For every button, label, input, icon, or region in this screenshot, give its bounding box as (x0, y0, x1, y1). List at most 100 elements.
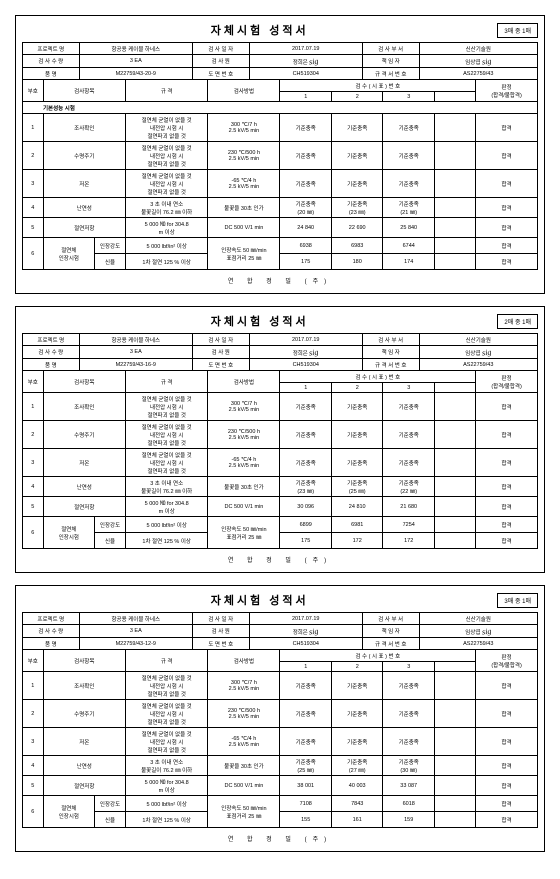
row-no: 3 (23, 449, 44, 477)
label: 검 사 원 (192, 625, 249, 638)
value: 항공용 케이블 하네스 (79, 43, 192, 55)
row-no: 3 (23, 728, 44, 756)
row-spec: 절연체 균열이 없을 것내전압 시험 시절연파괴 없을 것 (125, 170, 207, 198)
label: 규 격 서 번 호 (362, 359, 419, 371)
cell: 기준충족(21 ㎜) (383, 198, 435, 218)
cell (434, 218, 475, 238)
row-no: 3 (23, 170, 44, 198)
signature-icon: sig (309, 56, 319, 66)
row-method: 인장속도 50 ㎜/min표점거리 25 ㎜ (208, 517, 280, 549)
row-sub: 신율 (95, 812, 126, 828)
row-item: 수명주기 (43, 142, 125, 170)
cell: 기준충족 (280, 393, 332, 421)
label: 검 사 수 량 (23, 625, 80, 638)
signature-icon: sig (309, 347, 319, 357)
cell: 기준충족 (331, 728, 383, 756)
cell: 기준충족 (383, 728, 435, 756)
col-result: 검 수 ( 시 표 ) 번 호 (280, 650, 476, 662)
row-item: 조사확인 (43, 393, 125, 421)
row-item: 수명주기 (43, 421, 125, 449)
label: 도 면 번 호 (192, 638, 249, 650)
cell: 기준충족 (383, 449, 435, 477)
row-spec: 3 초 이내 연소불꽃길이 76.2 ㎜ 이하 (125, 477, 207, 497)
cell: 기준충족(25 ㎜) (331, 477, 383, 497)
col-1: 1 (280, 662, 332, 672)
value: M22759/43-20-9 (79, 68, 192, 80)
row-no: 5 (23, 776, 44, 796)
cell (434, 728, 475, 756)
row-method: 230 ℃/500 h2.5 kV/5 min (208, 142, 280, 170)
row-method: 불꽃을 30초 인가 (208, 756, 280, 776)
label: 검 사 일 자 (192, 334, 249, 346)
cell (434, 170, 475, 198)
cell: 기준충족 (383, 700, 435, 728)
cell: 172 (383, 533, 435, 549)
col-judge: 판정(합격/불합격) (476, 80, 538, 102)
cell: 기준충족(20 ㎜) (280, 198, 332, 218)
cell: 33 087 (383, 776, 435, 796)
cell: 40 003 (331, 776, 383, 796)
cell (434, 449, 475, 477)
row-method: -65 ℃/4 h2.5 kV/5 min (208, 728, 280, 756)
cell (434, 497, 475, 517)
col-3: 3 (383, 383, 435, 393)
judge: 합격 (476, 218, 538, 238)
value: 임상엽 sig (419, 55, 537, 68)
value: 2017.07.19 (249, 43, 362, 55)
row-sub: 인장강도 (95, 238, 126, 254)
cell: 7254 (383, 517, 435, 533)
cell: 175 (280, 533, 332, 549)
report: 자체시험 성적서 3매 중 1매 프로젝트 명 항공용 케이블 하네스 검 사 … (15, 15, 545, 294)
cell: 기준충족(23 ㎜) (280, 477, 332, 497)
cell: 기준충족(27 ㎜) (331, 756, 383, 776)
row-sub: 신율 (95, 254, 126, 270)
cell: 22 690 (331, 218, 383, 238)
cell: 기준충족 (331, 393, 383, 421)
value: 정희은 sig (249, 625, 362, 638)
label: 프로젝트 명 (23, 43, 80, 55)
row-no: 4 (23, 477, 44, 497)
label: 검 사 원 (192, 55, 249, 68)
row-item: 절연체인장시험 (43, 517, 95, 549)
cell: 6983 (331, 238, 383, 254)
row-no: 5 (23, 218, 44, 238)
cell: 24 810 (331, 497, 383, 517)
value: AS22759/43 (419, 638, 537, 650)
cell: 174 (383, 254, 435, 270)
label: 검 사 일 자 (192, 43, 249, 55)
col-blank (434, 92, 475, 102)
cell: 180 (331, 254, 383, 270)
row-no: 6 (23, 517, 44, 549)
label: 책 임 자 (362, 625, 419, 638)
label: 검 사 수 량 (23, 346, 80, 359)
value: 3 EA (79, 346, 192, 359)
row-item: 조사확인 (43, 114, 125, 142)
cell: 기준충족 (280, 114, 332, 142)
label: 규 격 서 번 호 (362, 638, 419, 650)
row-no: 2 (23, 142, 44, 170)
col-2: 2 (331, 92, 383, 102)
value: CH519304 (249, 638, 362, 650)
row-spec: 5 000 lbf/in² 이상 (125, 238, 207, 254)
cell: 기준충족 (280, 449, 332, 477)
row-no: 1 (23, 393, 44, 421)
col-result: 검 수 ( 시 표 ) 번 호 (280, 80, 476, 92)
cell: 21 680 (383, 497, 435, 517)
report-title: 자체시험 성적서 (22, 22, 497, 38)
value: 2017.07.19 (249, 334, 362, 346)
cell: 기준충족 (331, 114, 383, 142)
row-no: 6 (23, 796, 44, 828)
cell: 기준충족(25 ㎜) (280, 756, 332, 776)
cell: 24 840 (280, 218, 332, 238)
cell: 기준충족(30 ㎜) (383, 756, 435, 776)
cell: 25 840 (383, 218, 435, 238)
cell: 기준충족 (331, 142, 383, 170)
judge: 합격 (476, 533, 538, 549)
cell: 기준충족 (280, 421, 332, 449)
cell: 기준충족 (280, 728, 332, 756)
row-method: DC 500 V/1 min (208, 776, 280, 796)
col-item: 검사항목 (43, 371, 125, 393)
col-no: 부호 (23, 371, 44, 393)
value: CH519304 (249, 359, 362, 371)
row-spec: 5 000 lbf/in² 이상 (125, 517, 207, 533)
